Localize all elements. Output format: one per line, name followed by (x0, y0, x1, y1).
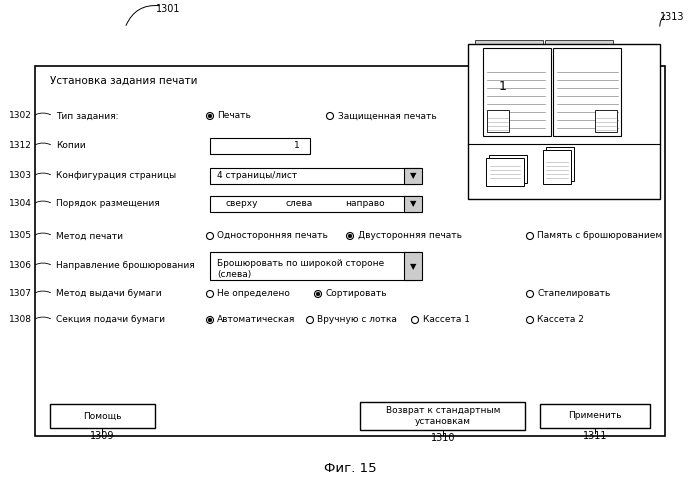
Text: 1312: 1312 (9, 141, 32, 151)
Text: Стапелировать: Стапелировать (537, 289, 610, 299)
Bar (404, 196, 422, 212)
Text: Фиг. 15: Фиг. 15 (323, 463, 377, 475)
Bar (486, 158, 524, 186)
Circle shape (206, 232, 214, 240)
Text: ▼: ▼ (410, 171, 416, 181)
Text: Защищенная печать: Защищенная печать (338, 111, 437, 121)
Text: Возврат к стандартным
установкам: Возврат к стандартным установкам (386, 406, 500, 426)
Text: Печать: Печать (217, 111, 251, 121)
Bar (489, 155, 527, 183)
Bar (404, 168, 422, 184)
Text: Конфигурация страницы: Конфигурация страницы (56, 171, 176, 181)
Text: 1311: 1311 (582, 431, 608, 441)
Bar (546, 147, 574, 181)
Text: Метод выдачи бумаги: Метод выдачи бумаги (56, 289, 162, 299)
Text: направо: направо (345, 199, 384, 209)
Circle shape (206, 290, 214, 298)
Bar (210, 196, 420, 212)
Text: слева: слева (285, 199, 312, 209)
Text: 1303: 1303 (9, 171, 32, 181)
Circle shape (206, 112, 214, 120)
Text: Применить: Применить (568, 411, 622, 421)
Text: Вручную с лотка: Вручную с лотка (317, 316, 397, 324)
Circle shape (526, 290, 533, 298)
Text: 1301: 1301 (155, 4, 181, 14)
Text: Двусторонняя печать: Двусторонняя печать (358, 231, 462, 241)
Circle shape (526, 317, 533, 323)
Bar (487, 110, 509, 132)
Text: Установка задания печати: Установка задания печати (50, 76, 197, 86)
Bar (210, 168, 420, 184)
Text: Кассета 2: Кассета 2 (537, 316, 584, 324)
Text: Помощь: Помощь (83, 411, 121, 421)
Text: 1: 1 (499, 80, 507, 93)
Circle shape (208, 114, 212, 118)
Text: 1309: 1309 (90, 431, 114, 441)
Circle shape (307, 317, 314, 323)
Circle shape (348, 234, 352, 238)
Text: 1302: 1302 (9, 111, 32, 121)
Bar (50, 404, 155, 428)
Text: 1305: 1305 (9, 231, 32, 241)
Bar (475, 40, 543, 128)
Bar (210, 138, 310, 154)
Bar (483, 48, 551, 136)
Bar (549, 44, 617, 132)
Text: Не определено: Не определено (217, 289, 290, 299)
Circle shape (412, 317, 419, 323)
Bar (595, 110, 617, 132)
Bar (35, 66, 665, 436)
Text: Память с брошюрованием: Память с брошюрованием (537, 231, 662, 241)
Circle shape (346, 232, 354, 240)
Text: Брошюровать по широкой стороне: Брошюровать по широкой стороне (217, 259, 384, 269)
Bar (540, 404, 650, 428)
Bar (404, 252, 422, 280)
Circle shape (314, 290, 321, 298)
Text: Кассета 1: Кассета 1 (423, 316, 470, 324)
Text: Направление брошюрования: Направление брошюрования (56, 261, 195, 271)
Text: Порядок размещения: Порядок размещения (56, 199, 160, 209)
Circle shape (206, 317, 214, 323)
Text: 4 страницы/лист: 4 страницы/лист (217, 171, 298, 181)
Text: сверху: сверху (225, 199, 258, 209)
Text: 1: 1 (294, 141, 300, 151)
Text: Сортировать: Сортировать (326, 289, 388, 299)
Bar (543, 150, 571, 184)
Circle shape (526, 232, 533, 240)
Text: 1307: 1307 (9, 289, 32, 299)
Circle shape (326, 112, 333, 120)
Bar (553, 48, 621, 136)
Text: Тип задания:: Тип задания: (56, 111, 118, 121)
Text: (слева): (слева) (217, 270, 251, 278)
Text: ▼: ▼ (410, 262, 416, 272)
Circle shape (316, 292, 320, 296)
Text: Секция подачи бумаги: Секция подачи бумаги (56, 316, 165, 324)
Bar (492, 152, 530, 180)
Bar (479, 44, 547, 132)
Text: 1310: 1310 (430, 433, 455, 443)
Text: ▼: ▼ (410, 199, 416, 209)
Bar (360, 402, 525, 430)
Text: Метод печати: Метод печати (56, 231, 123, 241)
Bar (468, 44, 660, 199)
Text: 1313: 1313 (660, 12, 685, 22)
Bar (545, 40, 613, 128)
Text: Копии: Копии (56, 141, 85, 151)
Bar (210, 252, 420, 280)
Text: 1304: 1304 (9, 199, 32, 209)
Text: 1306: 1306 (9, 261, 32, 271)
Text: 1308: 1308 (9, 316, 32, 324)
Circle shape (208, 318, 212, 322)
Text: Автоматическая: Автоматическая (217, 316, 295, 324)
Text: Односторонняя печать: Односторонняя печать (217, 231, 328, 241)
